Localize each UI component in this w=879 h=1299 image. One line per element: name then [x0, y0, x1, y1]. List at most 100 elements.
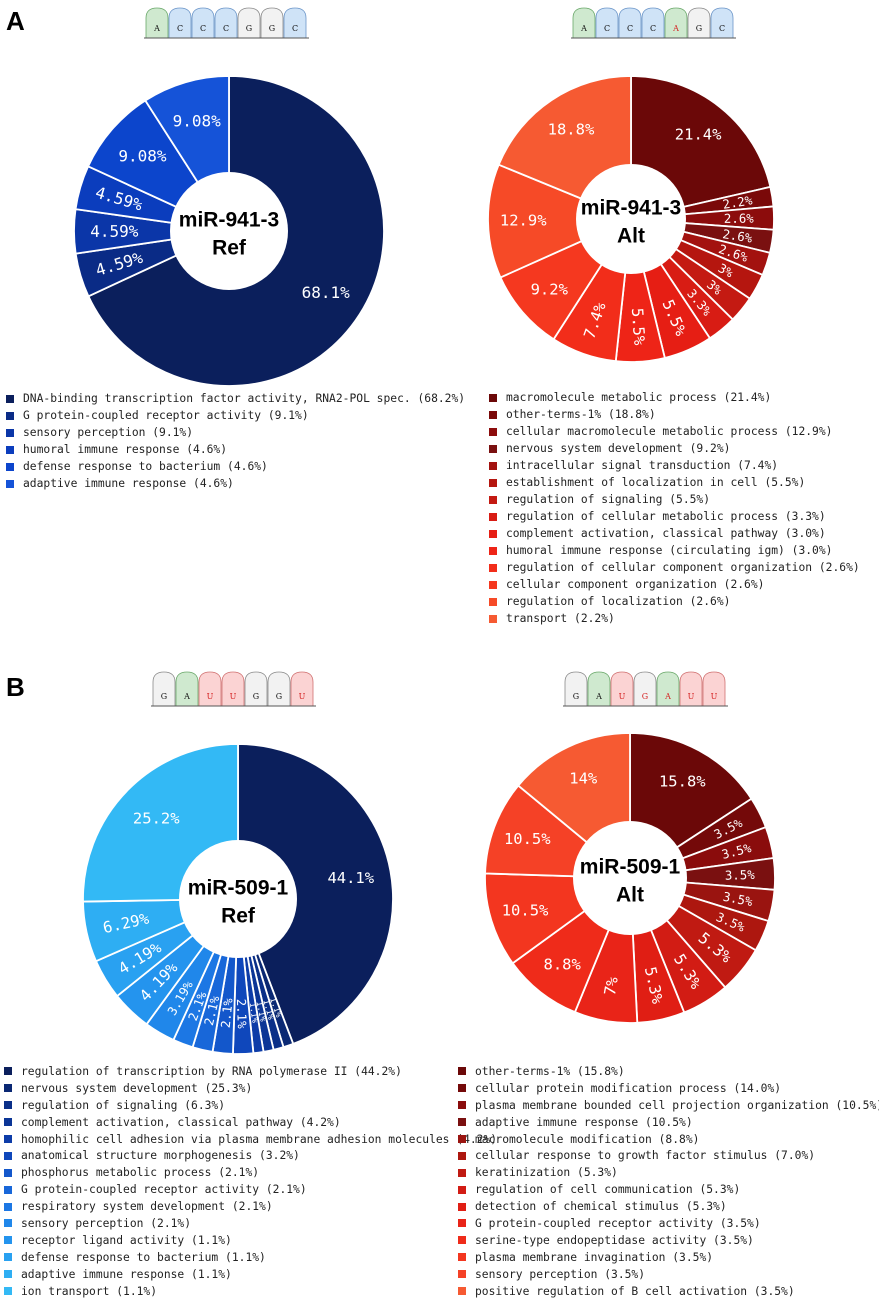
- legend-label: macromolecule modification (8.8%): [475, 1132, 700, 1146]
- legend-swatch: [489, 444, 497, 453]
- nucleotide-letter: G: [276, 692, 282, 701]
- legend-item: anatomical structure morphogenesis (3.2%…: [4, 1147, 497, 1164]
- legend-item: keratinization (5.3%): [458, 1164, 879, 1181]
- nucleotide-peak: [595, 7, 619, 39]
- legend-item: adaptive immune response (10.5%): [458, 1114, 879, 1131]
- legend-label: defense response to bacterium (4.6%): [23, 460, 268, 473]
- donut-chart-mir509-alt: 15.8%3.5%3.5%3.5%3.5%3.5%5.3%5.3%5.3%7%8…: [484, 732, 776, 1024]
- legend-item: regulation of signaling (5.5%): [489, 491, 860, 508]
- legend-label: receptor ligand activity (1.1%): [21, 1233, 232, 1247]
- nucleotide-letter: U: [711, 692, 718, 701]
- legend-item: complement activation, classical pathway…: [489, 525, 860, 542]
- nucleotide-letter: G: [696, 24, 702, 33]
- nucleotide-letter: U: [688, 692, 695, 701]
- legend-item: plasma membrane bounded cell projection …: [458, 1097, 879, 1114]
- legend-swatch: [4, 1135, 12, 1143]
- legend-label: complement activation, classical pathway…: [21, 1115, 341, 1129]
- legend-item: humoral immune response (circulating igm…: [489, 542, 860, 559]
- legend-label: G protein-coupled receptor activity (3.5…: [475, 1216, 761, 1230]
- legend-swatch: [4, 1118, 12, 1127]
- center-subtitle: Alt: [617, 225, 645, 248]
- slice-label-14: 25.2%: [133, 810, 180, 828]
- legend-item: regulation of localization (2.6%): [489, 593, 860, 610]
- legend-item: other-terms-1% (15.8%): [458, 1063, 879, 1080]
- legend-swatch: [458, 1084, 466, 1093]
- legend-item: sensory perception (9.1%): [6, 424, 465, 441]
- legend-item: cellular component organization (2.6%): [489, 576, 860, 593]
- legend-label: regulation of transcription by RNA polym…: [21, 1064, 402, 1078]
- legend-label: sensory perception (9.1%): [23, 426, 194, 439]
- legend-swatch: [458, 1067, 466, 1076]
- slice-1: [237, 743, 394, 1046]
- legend-label: nervous system development (9.2%): [506, 442, 731, 455]
- legend-label: nervous system development (25.3%): [21, 1081, 253, 1095]
- legend-item: cellular protein modification process (1…: [458, 1080, 879, 1097]
- nucleotide-peak: [618, 7, 642, 39]
- legend-swatch: [458, 1202, 466, 1211]
- nucleotide-peak: [641, 7, 665, 39]
- slice-label-1: 21.4%: [675, 126, 722, 144]
- legend-swatch: [458, 1118, 466, 1127]
- legend-label: G protein-coupled receptor activity (2.1…: [21, 1183, 307, 1197]
- slice-label-12: 9.2%: [531, 280, 569, 298]
- center-title: miR-509-1: [188, 877, 289, 900]
- legend-item: respiratory system development (2.1%): [4, 1198, 497, 1215]
- legend-mir509-alt: other-terms-1% (15.8%) cellular protein m…: [458, 1063, 879, 1299]
- legend-label: transport (2.2%): [506, 612, 615, 625]
- nucleotide-letter: G: [161, 692, 167, 701]
- legend-swatch: [489, 427, 497, 436]
- nucleotide-letter: U: [207, 692, 214, 701]
- legend-swatch: [458, 1101, 466, 1110]
- legend-item: regulation of signaling (6.3%): [4, 1097, 497, 1114]
- legend-label: macromolecule metabolic process (21.4%): [506, 391, 772, 404]
- nucleotide-letter: A: [153, 24, 160, 33]
- legend-label: adaptive immune response (10.5%): [475, 1115, 693, 1129]
- center-subtitle: Ref: [221, 905, 256, 928]
- nucleotide-peak: [237, 7, 261, 39]
- legend-item: G protein-coupled receptor activity (3.5…: [458, 1215, 879, 1232]
- legend-mir509-ref: regulation of transcription by RNA polym…: [4, 1063, 497, 1299]
- legend-item: phosphorus metabolic process (2.1%): [4, 1164, 497, 1181]
- slice-label-10: 7%: [601, 975, 622, 997]
- nucleotide-letter: U: [299, 692, 306, 701]
- legend-swatch: [489, 512, 497, 521]
- slice-label-3: 3.5%: [720, 840, 753, 862]
- legend-item: cellular response to growth factor stimu…: [458, 1147, 879, 1164]
- slice-label-14: 14%: [569, 770, 598, 788]
- legend-swatch: [489, 563, 497, 572]
- legend-item: sensory perception (3.5%): [458, 1266, 879, 1283]
- legend-swatch: [458, 1253, 466, 1262]
- legend-item: complement activation, classical pathway…: [4, 1114, 497, 1131]
- legend-swatch: [458, 1151, 466, 1160]
- legend-label: complement activation, classical pathway…: [506, 527, 826, 540]
- slice-label-4: 3.5%: [725, 867, 756, 883]
- legend-item: defense response to bacterium (4.6%): [6, 458, 465, 475]
- nucleotide-letter: G: [573, 692, 579, 701]
- nucleotide-letter: A: [595, 692, 602, 701]
- nucleotide-letter: C: [292, 24, 298, 33]
- legend-label: sensory perception (2.1%): [21, 1216, 192, 1230]
- nucleotide-peak: [610, 671, 634, 707]
- slice-label-3: 2.6%: [724, 211, 754, 226]
- slice-label-13: 12.9%: [500, 212, 547, 230]
- panel-label-b: B: [6, 672, 25, 702]
- legend-item: detection of chemical stimulus (5.3%): [458, 1198, 879, 1215]
- legend-swatch: [4, 1185, 12, 1194]
- legend-label: regulation of cellular component organiz…: [506, 561, 860, 574]
- legend-label: cellular response to growth factor stimu…: [475, 1149, 816, 1163]
- legend-label: homophilic cell adhesion via plasma memb…: [21, 1132, 498, 1146]
- slice-label-5: 9.08%: [118, 146, 167, 165]
- legend-label: humoral immune response (4.6%): [23, 443, 228, 456]
- legend-swatch: [6, 394, 14, 403]
- nucleotide-peak: [152, 671, 176, 707]
- legend-swatch: [6, 411, 14, 420]
- legend-swatch: [6, 479, 14, 488]
- slice-13: [487, 163, 634, 279]
- nucleotide-letter: C: [177, 24, 183, 33]
- nucleotide-peak: [214, 7, 238, 39]
- legend-label: establishment of localization in cell (5…: [506, 476, 806, 489]
- legend-swatch: [489, 529, 497, 538]
- nucleotide-letter: C: [200, 24, 206, 33]
